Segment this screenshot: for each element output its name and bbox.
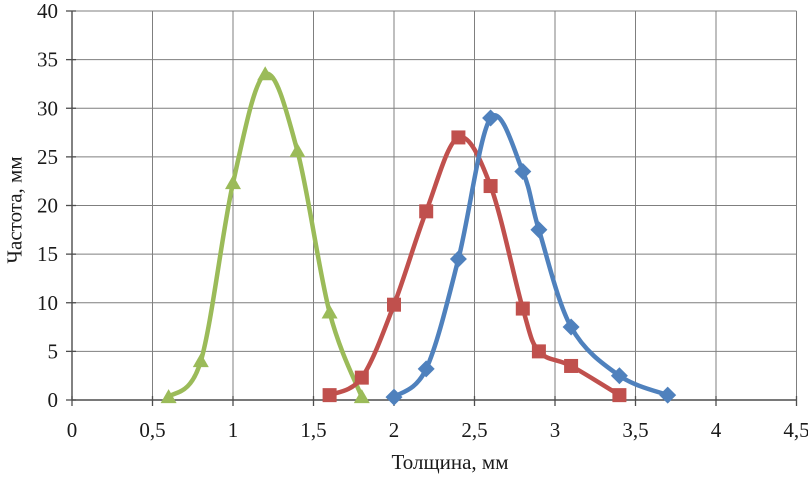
y-tick-label: 40 xyxy=(37,0,58,23)
series-blue-diamond-marker-diamond xyxy=(514,162,532,180)
series-blue-diamond-marker-diamond xyxy=(562,318,580,336)
x-axis-title: Толщина, мм xyxy=(391,450,509,474)
x-tick-label: 0,5 xyxy=(139,418,165,442)
y-tick-label: 30 xyxy=(37,96,58,120)
series-red-square-marker-square xyxy=(451,130,466,145)
x-tick-label: 3 xyxy=(550,418,561,442)
series-blue-diamond-marker-diamond xyxy=(417,360,435,378)
series-red-square-marker-square xyxy=(419,204,434,219)
series-red-square-marker-square xyxy=(564,358,579,373)
series-green-triangle-marker-triangle xyxy=(289,143,306,158)
series-red-square-marker-square xyxy=(612,388,627,403)
x-tick-label: 4,5 xyxy=(783,418,808,442)
series-green-triangle-line xyxy=(166,71,365,400)
series-red-square-marker-square xyxy=(387,297,401,312)
series-blue-diamond-marker-diamond xyxy=(449,250,467,268)
y-tick-label: 0 xyxy=(48,388,59,412)
x-tick-label: 1 xyxy=(228,418,239,442)
x-tick-label: 2 xyxy=(389,418,400,442)
x-tick-label: 4 xyxy=(711,418,722,442)
series-green-triangle-marker-triangle xyxy=(257,66,274,81)
series-blue-diamond-marker-diamond xyxy=(482,109,500,127)
series-blue-diamond-line xyxy=(391,113,670,400)
y-tick-label: 25 xyxy=(37,145,58,169)
series-red-square-marker-square xyxy=(515,301,530,316)
series-green-triangle-marker-triangle xyxy=(321,304,338,319)
series-red-square-marker-square xyxy=(322,388,337,403)
series-red-square-marker-square xyxy=(483,179,498,194)
y-tick-label: 20 xyxy=(37,194,58,218)
x-tick-label: 2,5 xyxy=(461,418,487,442)
x-tick-label: 1,5 xyxy=(300,418,326,442)
series-blue-diamond-marker-diamond xyxy=(659,386,677,404)
series-blue-diamond-marker-diamond xyxy=(385,388,403,406)
y-tick-label: 5 xyxy=(48,339,59,363)
series-red-square-marker-square xyxy=(354,370,369,385)
series-red-square-marker-square xyxy=(531,344,546,359)
y-tick-label: 35 xyxy=(37,48,58,72)
y-axis-title: Частота, мм xyxy=(2,156,27,264)
series-blue-diamond-marker-diamond xyxy=(530,221,548,239)
series-green-triangle-marker-triangle xyxy=(192,353,209,368)
y-tick-label: 15 xyxy=(37,242,58,266)
y-tick-label: 10 xyxy=(37,291,58,315)
series-green-triangle-marker-triangle xyxy=(353,389,370,404)
x-tick-label: 3,5 xyxy=(622,418,648,442)
series-green-triangle-marker-triangle xyxy=(160,389,177,404)
x-tick-label: 0 xyxy=(67,418,78,442)
series-green-triangle-marker-triangle xyxy=(225,175,241,190)
series-blue-diamond-marker-diamond xyxy=(610,367,628,385)
series-red-square-line xyxy=(327,134,622,398)
